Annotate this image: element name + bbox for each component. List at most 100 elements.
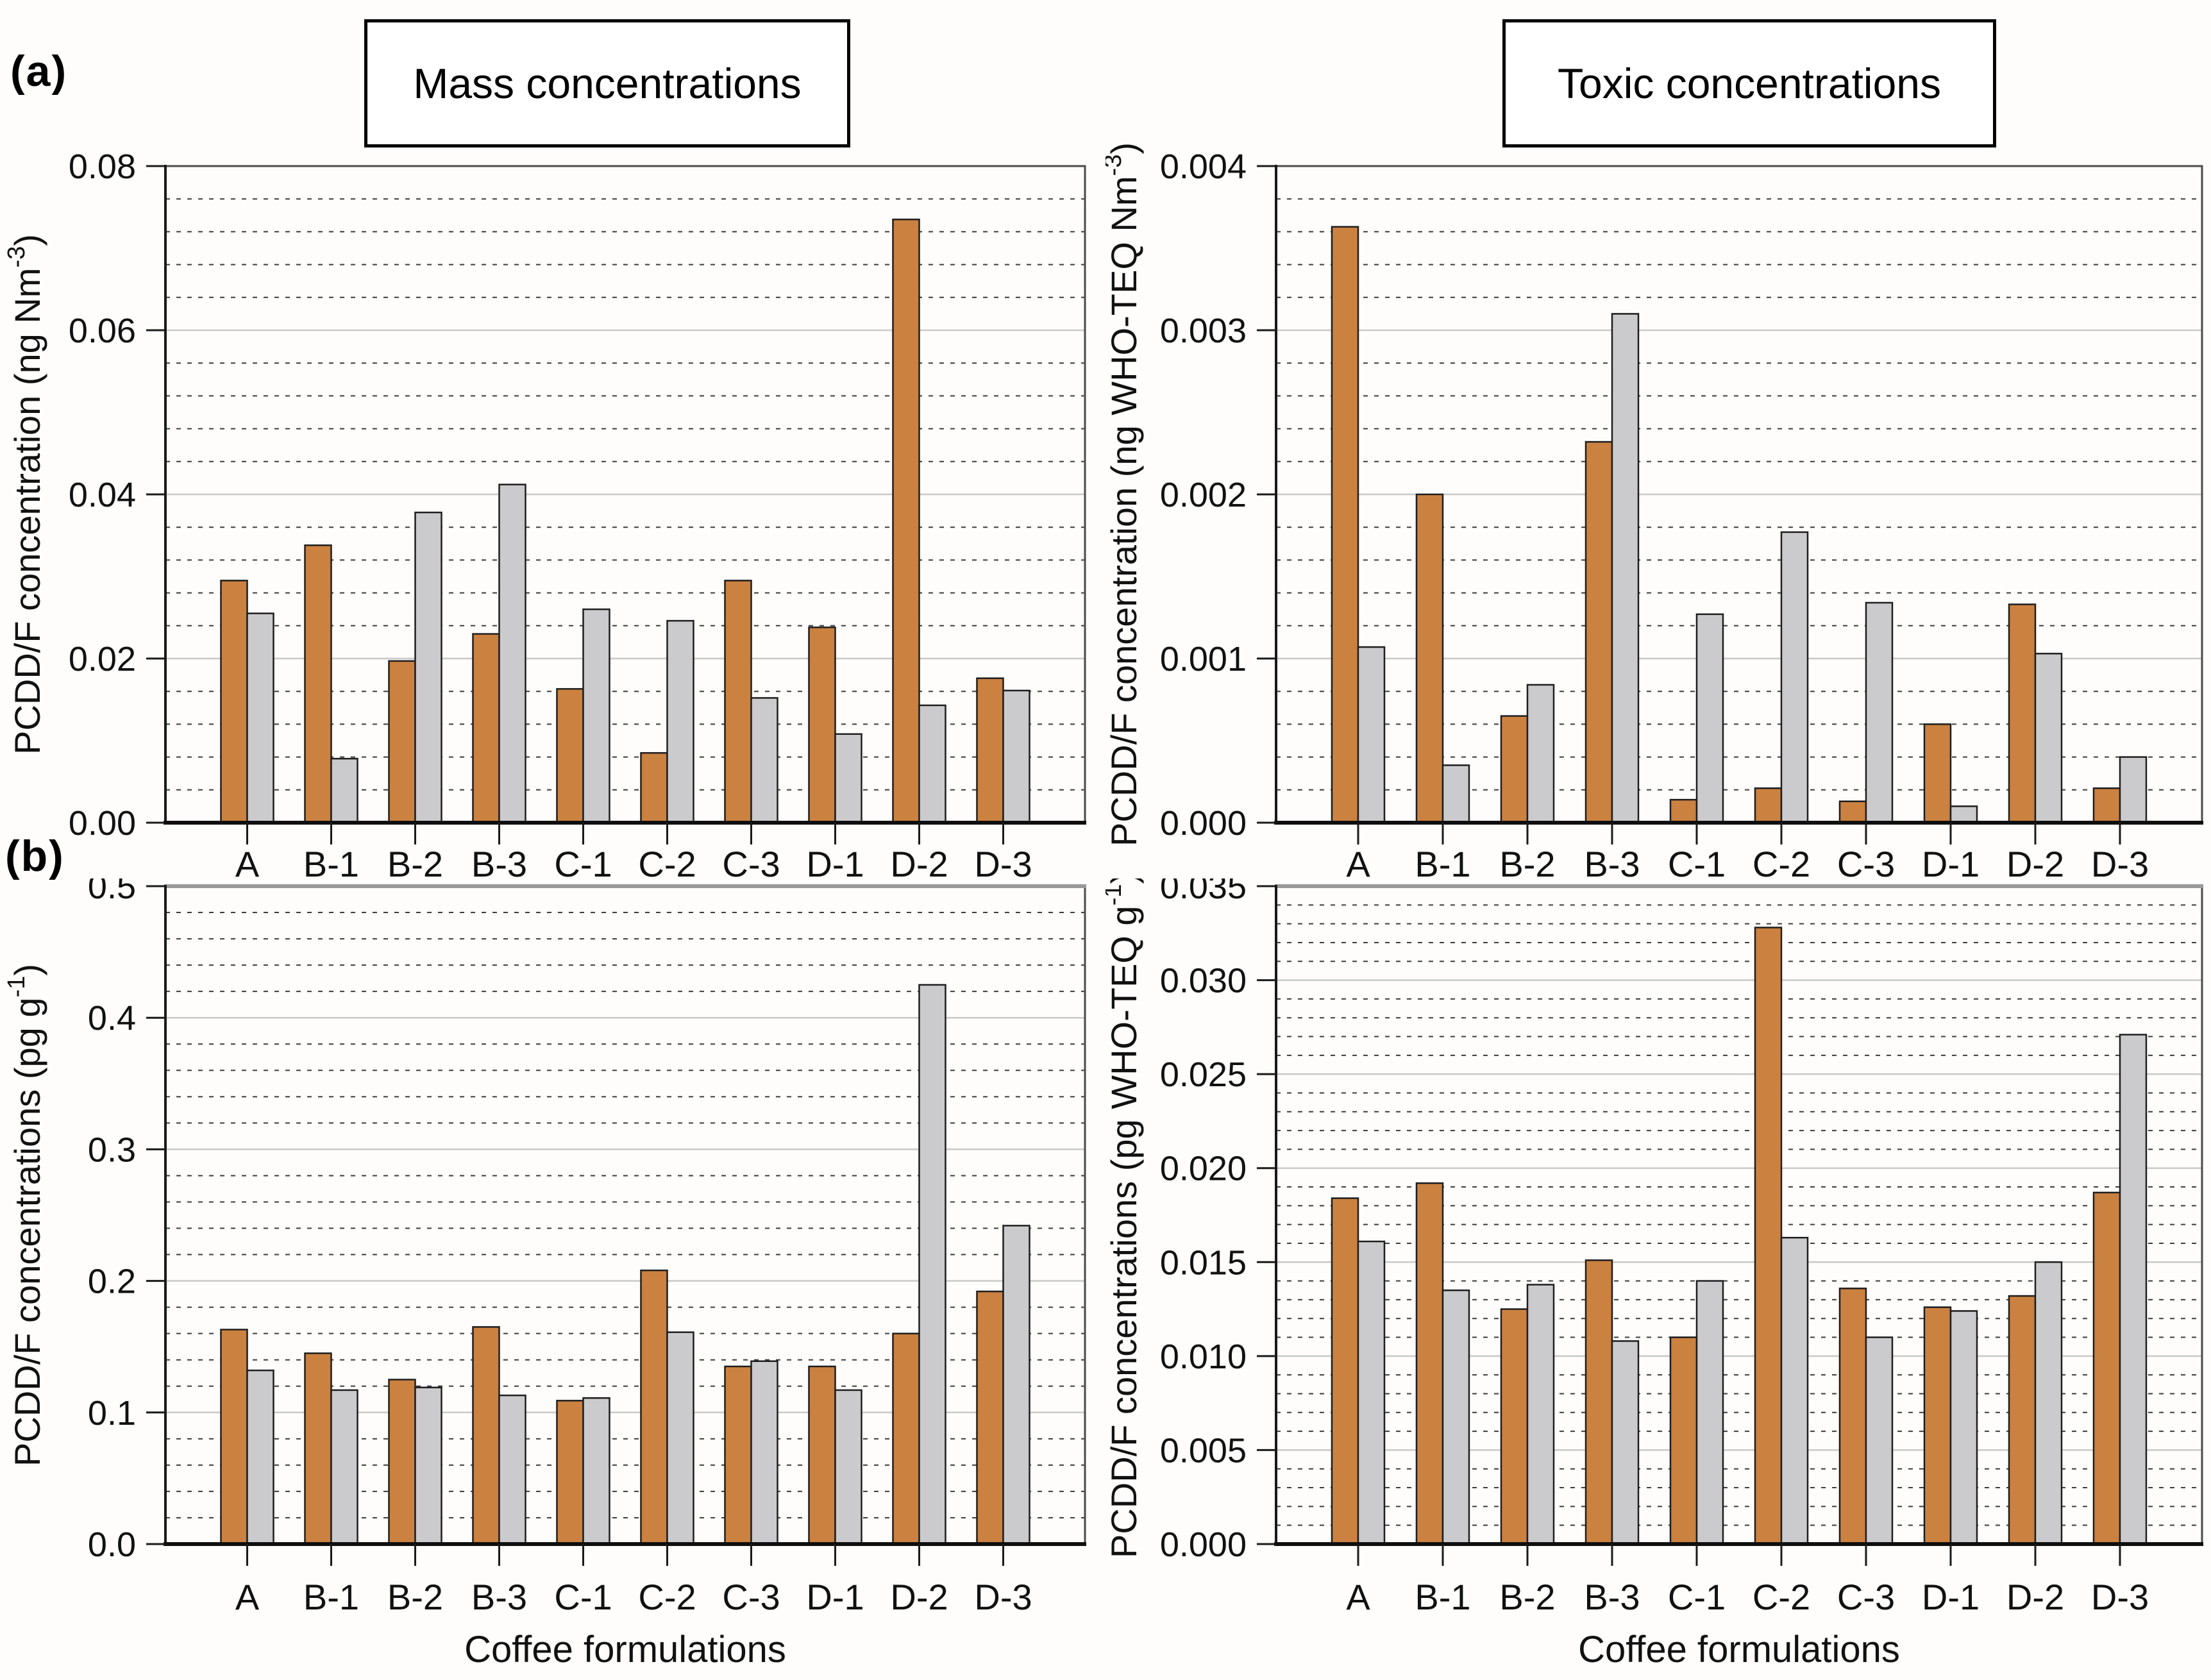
y-tick-label: 0.003 [1160, 312, 1247, 350]
y-tick-label: 0.004 [1160, 147, 1247, 186]
y-tick-label: 0.010 [1160, 1338, 1247, 1376]
toxic-concentrations-title: Toxic concentrations [1502, 19, 1996, 147]
bar-B-3-orange [472, 1326, 500, 1545]
bar-D-1-gray [1949, 1310, 1978, 1545]
bar-D-1-orange [1923, 723, 1952, 824]
bar-A-orange [1331, 226, 1359, 824]
bar-C-1-gray [1695, 1280, 1724, 1545]
x-tick-label: D-1 [806, 844, 864, 884]
bar-C-3-orange [724, 580, 752, 824]
bar-D-1-orange [1923, 1306, 1952, 1545]
x-tick-label: D-2 [890, 844, 948, 884]
bar-B-2-orange [388, 660, 416, 824]
bar-B-2-gray [414, 1386, 442, 1545]
bar-D-3-gray [2119, 1034, 2148, 1545]
x-tick-label: C-2 [1753, 844, 1810, 884]
bar-D-2-gray [2034, 653, 2063, 824]
mass-concentrations-title: Mass concentrations [364, 19, 850, 147]
bar-D-2-gray [918, 984, 946, 1545]
bar-B-3-orange [1585, 441, 1613, 824]
bar-C-3-gray [750, 697, 778, 824]
y-tick-label: 0.00 [69, 804, 136, 843]
bar-D-3-gray [1002, 689, 1030, 824]
bar-B-2-orange [1500, 1308, 1529, 1545]
bar-B-2-gray [1526, 1284, 1555, 1545]
x-tick-label: D-1 [806, 1577, 864, 1617]
bar-C-2-orange [1754, 787, 1783, 824]
x-tick-label: D-2 [2006, 844, 2064, 884]
x-tick-label: B-2 [387, 844, 443, 884]
y-axis-title: PCDD/F concentrations (pg WHO-TEQ g-1) [1106, 878, 1144, 1558]
bar-C-3-orange [724, 1365, 752, 1545]
bar-C-3-orange [1838, 800, 1867, 824]
bar-D-1-gray [834, 733, 862, 824]
bar-D-2-orange [2008, 1295, 2037, 1545]
x-tick-label: B-2 [387, 1577, 443, 1617]
bar-D-2-orange [892, 1332, 920, 1545]
bar-B-3-gray [498, 483, 526, 824]
x-tick-label: A [235, 844, 260, 884]
y-tick-label: 0.025 [1160, 1055, 1247, 1094]
x-tick-label: D-1 [1922, 1577, 1980, 1617]
bar-A-gray [246, 612, 274, 824]
x-tick-label: C-2 [638, 844, 696, 884]
bar-C-1-gray [582, 608, 610, 824]
y-tick-label: 0.06 [69, 312, 136, 350]
x-tick-label: B-3 [1584, 1577, 1640, 1617]
y-axis-title: PCDD/F concentration (ng WHO-TEQ Nm-3) [1106, 142, 1144, 846]
bar-B-3-orange [472, 633, 500, 824]
x-tick-label: C-3 [722, 1577, 780, 1617]
major-gridlines [1276, 979, 2202, 1451]
y-axis-title: PCDD/F concentration (ng Nm-3) [3, 234, 47, 755]
bar-A-orange [220, 1329, 248, 1545]
bar-B-3-gray [1611, 1340, 1640, 1545]
bar-B-1-gray [1442, 764, 1470, 824]
y-tick-label: 0.08 [69, 147, 136, 186]
bar-B-1-gray [330, 1389, 358, 1545]
bar-C-1-gray [582, 1397, 610, 1545]
x-tick-label: A [1346, 1577, 1370, 1617]
bar-B-2-orange [388, 1379, 416, 1545]
x-tick-label: B-3 [471, 1577, 527, 1617]
x-tick-label: D-3 [2091, 844, 2149, 884]
x-tick-label: C-1 [1668, 1577, 1726, 1617]
bar-D-2-gray [2034, 1261, 2063, 1545]
x-tick-label: C-1 [1668, 844, 1726, 884]
bar-B-3-orange [1585, 1259, 1613, 1545]
chart-toxic-concentration-solid: 0.000 0.005 0.010 0.015 0.020 0.025 0.030 0.035… [1100, 868, 2211, 1680]
x-tick-label: A [1346, 844, 1370, 884]
x-tick-label: C-1 [554, 844, 612, 884]
bar-D-3-gray [1002, 1225, 1030, 1545]
bar-B-2-orange [1500, 715, 1529, 824]
major-gridlines [165, 1016, 1085, 1414]
x-tick-label: D-3 [974, 1577, 1032, 1617]
y-tick-label: 0.0 [88, 1525, 136, 1564]
x-axis-title: Coffee formulations [464, 1629, 786, 1670]
x-tick-label: C-3 [722, 844, 780, 884]
bar-C-2-gray [666, 1331, 694, 1545]
x-tick-label: D-3 [974, 844, 1032, 884]
bar-A-orange [1331, 1197, 1359, 1545]
major-gridlines [1276, 329, 2202, 660]
y-tick-label: 0.02 [69, 640, 136, 678]
y-tick-label: 0.015 [1160, 1243, 1247, 1282]
bar-C-1-orange [1669, 798, 1698, 824]
chart-svg-toxic-concentration-solid: 0.000 0.005 0.010 0.015 0.020 0.025 0.030 0.035… [1100, 868, 2203, 1670]
x-tick-label: B-3 [1584, 844, 1640, 884]
x-tick-label: B-3 [471, 844, 527, 884]
x-tick-label: B-2 [1499, 1577, 1555, 1617]
bar-C-3-gray [1865, 1336, 1894, 1545]
bar-C-1-orange [1669, 1336, 1698, 1545]
x-tick-label: B-1 [303, 844, 359, 884]
bar-D-3-orange [976, 1290, 1004, 1545]
bar-D-3-orange [2092, 787, 2121, 824]
x-tick-label: A [235, 1577, 260, 1617]
bar-A-gray [1357, 1240, 1386, 1545]
bar-D-3-orange [976, 677, 1004, 824]
chart-svg-toxic-concentration-air: 0.000 0.001 0.002 0.003 0.004 A B-1 B-2 B-3 C-1 C-… [1100, 142, 2203, 884]
bar-D-1-orange [808, 1365, 836, 1545]
plot-frame [164, 885, 1086, 1545]
y-tick-label: 0.3 [88, 1130, 136, 1169]
y-axis-title: PCDD/F concentrations (pg g-1) [3, 964, 47, 1466]
x-tick-label: B-1 [1415, 844, 1470, 884]
